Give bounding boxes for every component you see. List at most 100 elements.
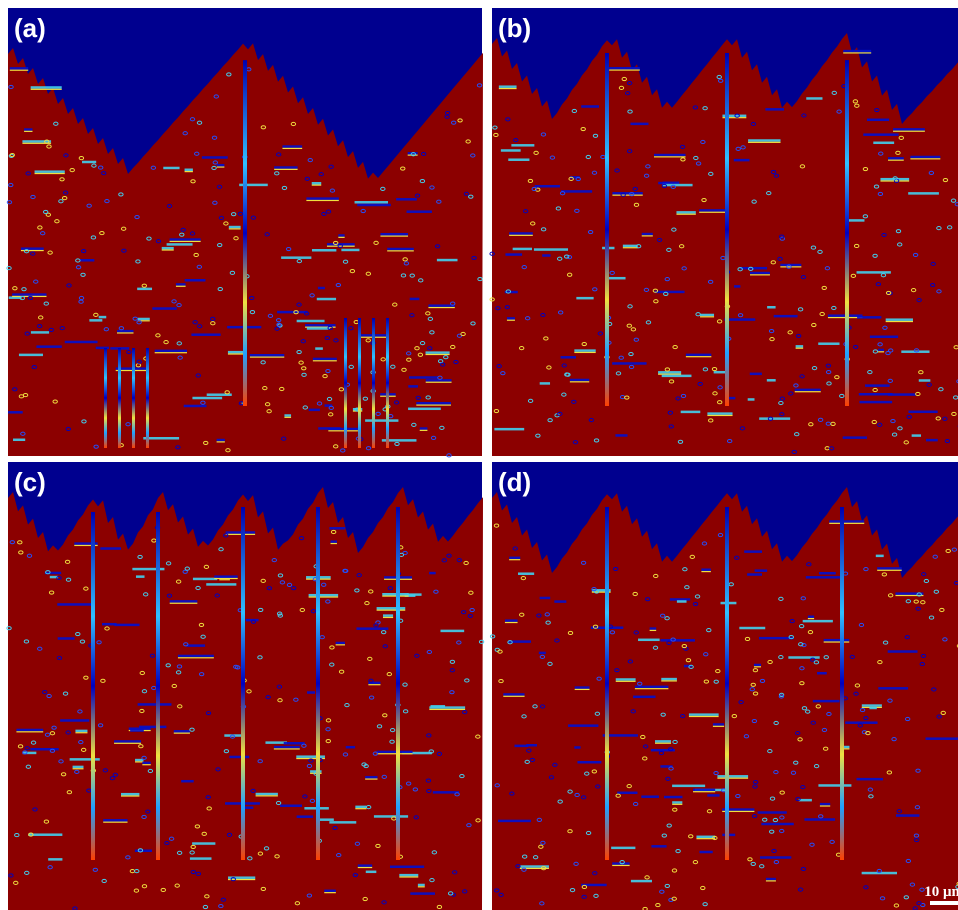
droplet: [206, 806, 212, 811]
droplet: [39, 231, 46, 236]
droplet: [218, 547, 224, 552]
droplet: [759, 864, 765, 869]
droplet: [768, 328, 775, 334]
droplet: [750, 682, 756, 687]
droplet: [37, 225, 43, 230]
droplet: [813, 660, 820, 665]
side-branch-edge: [9, 69, 29, 71]
droplet: [588, 418, 595, 423]
droplet: [859, 707, 866, 713]
side-branch: [130, 729, 144, 732]
side-branch: [498, 819, 531, 823]
droplet: [788, 391, 794, 396]
droplet: [249, 309, 256, 315]
droplet: [417, 352, 424, 357]
droplet: [210, 321, 216, 326]
side-branch-edge: [154, 352, 188, 354]
droplet: [211, 165, 217, 171]
droplet: [688, 664, 694, 670]
side-branch: [581, 105, 600, 108]
side-branch-edge: [161, 249, 174, 251]
droplet: [559, 191, 566, 196]
droplet: [365, 338, 371, 343]
droplet: [680, 393, 687, 399]
trunk-core: [91, 512, 95, 860]
droplet: [277, 573, 284, 578]
droplet: [325, 718, 332, 723]
side-branch: [676, 211, 696, 214]
droplet: [23, 639, 30, 644]
droplet: [849, 654, 856, 659]
droplet: [335, 282, 342, 288]
droplet: [618, 85, 625, 90]
side-branch-edge: [416, 404, 451, 406]
droplet: [877, 660, 883, 665]
side-branch: [324, 889, 336, 893]
droplet: [593, 438, 600, 443]
droplet: [20, 431, 26, 436]
droplet: [527, 398, 534, 403]
side-branch: [576, 296, 594, 300]
droplet: [891, 432, 898, 437]
droplet: [882, 325, 888, 330]
droplet: [97, 723, 104, 728]
droplet: [447, 891, 454, 896]
droplet: [296, 259, 303, 264]
droplet: [779, 236, 785, 241]
droplet: [752, 668, 759, 673]
droplet: [936, 289, 942, 294]
side-branch: [425, 351, 450, 354]
droplet: [702, 902, 708, 907]
side-branch: [308, 593, 339, 597]
droplet: [93, 444, 99, 449]
side-branch: [757, 811, 787, 814]
droplet: [612, 566, 619, 572]
side-branch: [345, 745, 356, 749]
side-branch: [750, 271, 770, 275]
droplet: [90, 235, 97, 240]
droplet: [906, 414, 912, 420]
droplet: [133, 888, 140, 893]
side-branch: [649, 627, 657, 630]
droplet: [182, 131, 188, 136]
droplet: [406, 357, 412, 362]
droplet: [456, 640, 462, 645]
droplet: [933, 589, 940, 594]
side-branch: [273, 745, 300, 749]
droplet: [316, 401, 323, 406]
side-branch: [310, 770, 322, 773]
droplet: [540, 840, 546, 845]
droplet: [520, 576, 527, 581]
side-branch-edge: [177, 657, 214, 659]
droplet: [437, 359, 444, 364]
droplet: [715, 669, 721, 674]
droplet: [303, 311, 310, 316]
droplet: [373, 240, 379, 245]
side-branch: [867, 118, 890, 122]
droplet: [567, 630, 574, 636]
droplet: [214, 593, 220, 598]
droplet: [548, 775, 555, 780]
droplet: [356, 573, 362, 578]
side-branch-edge: [498, 87, 517, 90]
droplet: [441, 558, 447, 563]
droplet: [713, 770, 719, 776]
droplet: [302, 794, 308, 799]
droplet: [402, 682, 408, 687]
side-branch: [707, 794, 720, 797]
droplet: [202, 904, 209, 910]
droplet: [204, 894, 210, 899]
side-branch-edge: [249, 356, 285, 358]
droplet: [580, 560, 587, 565]
side-branch: [283, 742, 305, 745]
droplet: [48, 327, 55, 333]
droplet: [926, 382, 932, 387]
droplet: [728, 582, 734, 587]
side-branch-edge: [655, 742, 672, 744]
droplet: [799, 666, 805, 671]
droplet: [513, 138, 519, 143]
droplet: [426, 733, 432, 738]
droplet: [8, 84, 14, 90]
droplet: [808, 422, 814, 427]
